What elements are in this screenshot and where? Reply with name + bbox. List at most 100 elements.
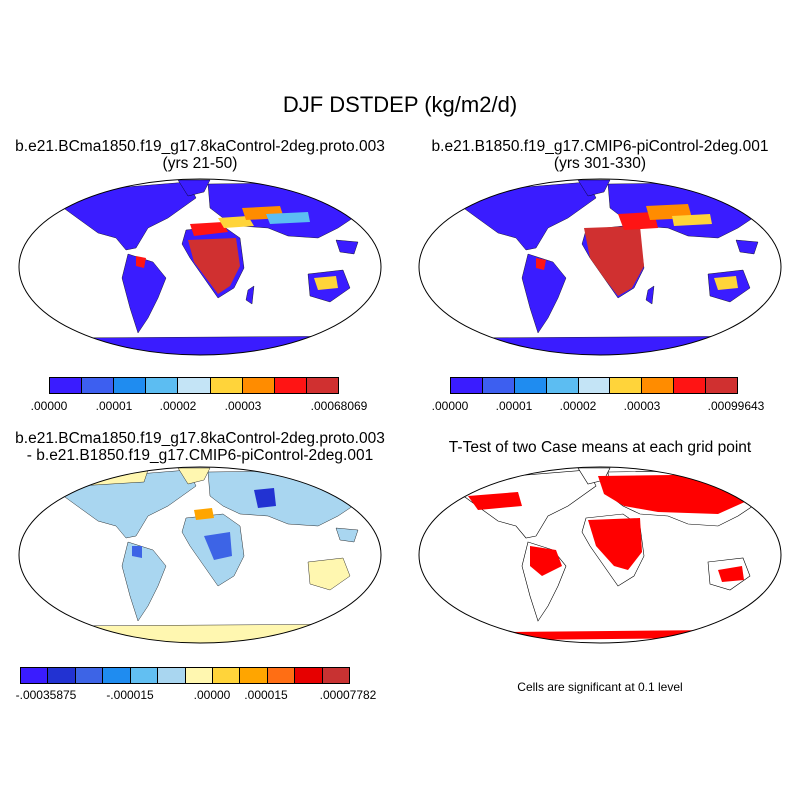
colorbar-case-label-1: .00001	[95, 399, 133, 413]
panel-case-title-line1: b.e21.BCma1850.f19_g17.8kaControl-2deg.p…	[15, 138, 385, 155]
colorbar-difference-swatch-8	[240, 668, 268, 683]
map-ttest-sig-africa	[588, 518, 642, 570]
land-polygon	[577, 179, 611, 197]
colorbar-difference-label-1: -.000015	[106, 688, 154, 702]
colorbar-control-label-3: .00003	[623, 399, 661, 413]
land-polygon	[121, 253, 167, 334]
colorbar-difference-swatch-2	[75, 668, 104, 683]
colorbar-control-label-2: .00002	[559, 399, 597, 413]
colorbar-control-swatch-1	[482, 378, 515, 393]
colorbar-control-swatch-6	[642, 378, 675, 393]
map-case-dust-southam	[136, 256, 146, 268]
colorbar-control-swatch-0	[451, 378, 483, 393]
map-case-dust-taklamakan	[266, 212, 310, 224]
colorbar-control-label-4: .00099643	[707, 399, 765, 413]
panel-control-title-line1: b.e21.B1850.f19_g17.CMIP6-piControl-2deg…	[431, 138, 769, 155]
land-polygon	[177, 467, 211, 485]
colorbar-case-label-2: .00002	[159, 399, 197, 413]
map-control-dust-australia	[714, 276, 738, 290]
land-polygon	[335, 527, 359, 543]
panel-difference-title: b.e21.BCma1850.f19_g17.8kaControl-2deg.p…	[0, 430, 400, 464]
colorbar-difference-swatch-5	[158, 668, 186, 683]
colorbar-control-swatch-5	[610, 378, 643, 393]
panel-control-title: b.e21.B1850.f19_g17.CMIP6-piControl-2deg…	[400, 138, 800, 172]
land-polygon	[307, 557, 351, 591]
colorbar-difference-swatch-7	[212, 668, 241, 683]
colorbar-difference-swatch-0	[21, 668, 49, 683]
land-polygon	[735, 239, 759, 255]
figure-title: DJF DSTDEP (kg/m2/d)	[282, 92, 518, 117]
colorbar-difference-swatch-1	[48, 668, 76, 683]
map-control	[418, 178, 782, 356]
colorbar-control-swatch-2	[514, 378, 547, 393]
map-case-border	[18, 178, 382, 356]
panel-case-title: b.e21.BCma1850.f19_g17.8kaControl-2deg.p…	[0, 138, 400, 172]
colorbar-difference-swatch-3	[103, 668, 131, 683]
land-polygon	[457, 181, 597, 251]
map-ttest-sig-southam	[530, 546, 562, 576]
colorbar-difference-swatch-10	[295, 668, 323, 683]
map-ttest-sig-australia	[718, 566, 744, 582]
colorbar-control-swatch-4	[578, 378, 611, 393]
colorbar-difference-label-0: -.00035875	[15, 688, 77, 702]
colorbar-control-swatch-8	[706, 378, 738, 393]
map-case-dust-sahara-north	[190, 222, 228, 236]
colorbar-case-swatch-7	[274, 378, 307, 393]
colorbar-control-swatch-7	[674, 378, 707, 393]
land-polygon	[57, 181, 197, 251]
land-polygon	[57, 469, 197, 539]
map-case	[18, 178, 382, 356]
land-polygon	[419, 335, 781, 355]
colorbar-difference-swatch-11	[322, 668, 350, 683]
map-difference	[18, 466, 382, 644]
colorbar-difference-swatch-4	[130, 668, 159, 683]
land-polygon	[19, 335, 381, 355]
map-ttest-border	[418, 466, 782, 644]
colorbar-case-swatch-6	[242, 378, 275, 393]
map-control-border	[418, 178, 782, 356]
map-control-dust-arabia	[618, 212, 658, 230]
colorbar-case-swatch-8	[306, 378, 338, 393]
colorbar-control-label-0: .00000	[431, 399, 469, 413]
map-difference-neg-southam	[132, 546, 142, 558]
panel-difference-title-line1: b.e21.BCma1850.f19_g17.8kaControl-2deg.p…	[15, 430, 385, 447]
colorbar-difference-label-2: .00000	[193, 688, 231, 702]
colorbar-control-label-1: .00001	[495, 399, 533, 413]
map-control-dust-africa	[584, 226, 644, 296]
map-ttest-sig-northam	[468, 492, 522, 510]
panel-control-title-line2: (yrs 301-330)	[553, 155, 647, 172]
colorbar-case-swatch-5	[210, 378, 243, 393]
land-polygon	[335, 239, 359, 255]
map-control-dust-southam	[536, 258, 546, 270]
colorbar-difference-swatch-9	[267, 668, 296, 683]
colorbar-difference	[20, 667, 350, 684]
colorbar-case-swatch-4	[178, 378, 211, 393]
land-polygon	[121, 541, 167, 622]
colorbar-difference-label-4: .00007782	[319, 688, 377, 702]
map-case-dust-africa	[188, 238, 240, 294]
colorbar-difference-swatch-6	[185, 668, 213, 683]
map-case-dust-australia	[314, 276, 338, 290]
colorbar-case-label-0: .00000	[30, 399, 68, 413]
panel-ttest-title: T-Test of two Case means at each grid po…	[448, 439, 752, 456]
colorbar-difference-label-3: .000015	[244, 688, 288, 702]
colorbar-case	[49, 377, 339, 394]
colorbar-case-swatch-3	[146, 378, 179, 393]
colorbar-control-swatch-3	[546, 378, 579, 393]
map-control-dust-taklamakan	[672, 214, 712, 226]
colorbar-case-label-4: .00068069	[310, 399, 368, 413]
map-difference-border	[18, 466, 382, 644]
colorbar-case-swatch-2	[114, 378, 147, 393]
land-polygon	[245, 285, 255, 305]
panel-case-title-line2: (yrs 21-50)	[162, 155, 238, 172]
land-polygon	[521, 253, 567, 334]
panel-difference-title-line2: - b.e21.B1850.f19_g17.CMIP6-piControl-2d…	[26, 447, 374, 464]
colorbar-case-label-3: .00003	[224, 399, 262, 413]
map-ttest	[418, 466, 782, 644]
land-polygon	[645, 285, 655, 305]
colorbar-case-swatch-1	[82, 378, 115, 393]
map-case-dust-arabia	[218, 216, 254, 228]
map-difference-neg-central-africa	[204, 532, 232, 560]
map-difference-pos-sahara	[194, 508, 214, 520]
panel-ttest-note: Cells are significant at 0.1 level	[517, 680, 683, 694]
